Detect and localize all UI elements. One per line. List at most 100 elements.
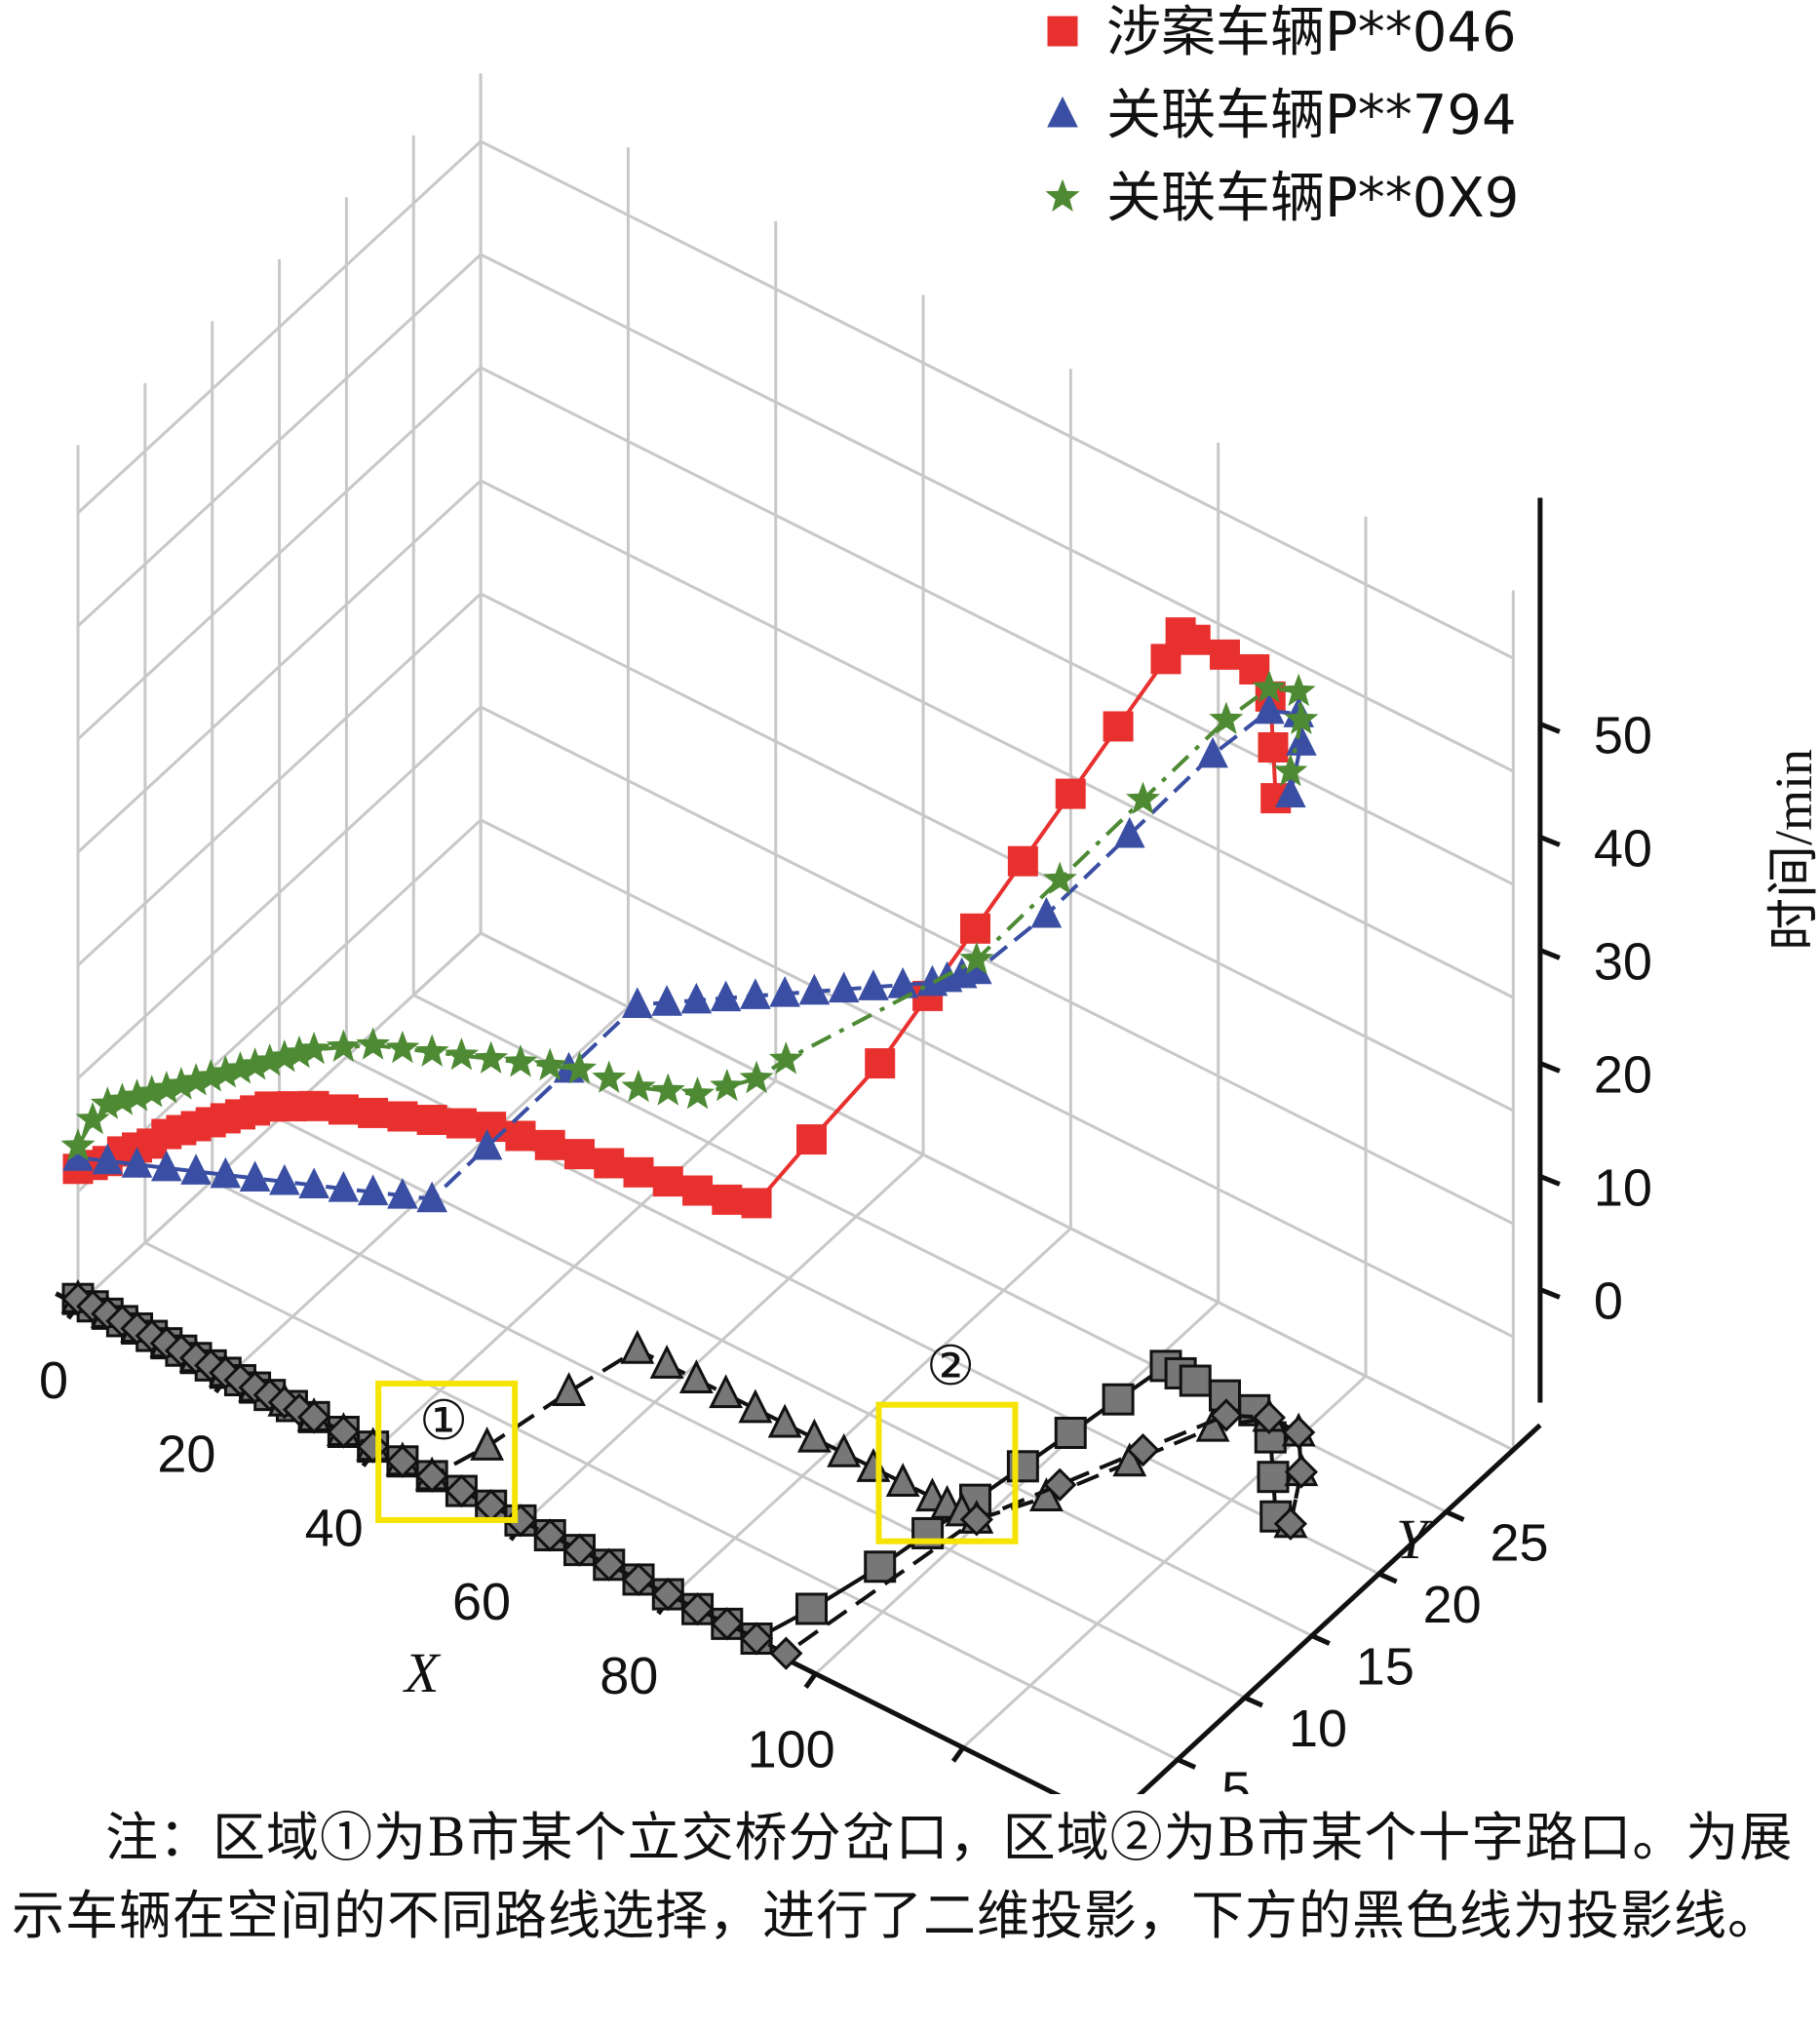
- series-marker: [796, 1124, 828, 1155]
- footnote: 注：区域①为B市某个立交桥分岔口，区域②为B市某个十字路口。为展示车辆在空间的不…: [12, 1807, 1794, 1946]
- z-tick-label: 10: [1594, 1158, 1652, 1217]
- projection-marker: [1179, 1364, 1212, 1397]
- series-marker: [298, 1167, 329, 1199]
- y-tick-label: 25: [1490, 1514, 1548, 1573]
- region-box: [375, 1380, 519, 1523]
- region-1-label: ①: [419, 1389, 468, 1453]
- z-axis-title: 时间/min: [1764, 749, 1820, 951]
- series-marker: [444, 1037, 479, 1071]
- legend-label: 涉案车辆P**046: [1106, 1, 1517, 64]
- projection-marker: [959, 1503, 993, 1537]
- y-tick: [1445, 1509, 1465, 1522]
- grid-line: [212, 1179, 1246, 1700]
- series-marker: [474, 1040, 509, 1074]
- projection-marker: [1252, 1400, 1287, 1434]
- x-tick: [803, 1672, 818, 1690]
- x-tick-label: 0: [39, 1351, 68, 1410]
- legend-marker: [1047, 96, 1078, 128]
- projection-lines: [60, 1278, 1319, 1670]
- z-tick-label: 30: [1594, 932, 1652, 991]
- series-marker: [1042, 861, 1077, 895]
- series-marker: [798, 973, 831, 1005]
- series-marker: [1180, 624, 1211, 655]
- grid-line: [480, 592, 1515, 1113]
- projection-marker: [1284, 1455, 1319, 1489]
- series-marker: [710, 1068, 745, 1102]
- series-line: [76, 685, 1303, 1148]
- x-tick: [950, 1745, 965, 1763]
- series-marker: [1252, 670, 1287, 703]
- series-marker: [680, 982, 713, 1014]
- grid-line: [480, 479, 1515, 999]
- grid-line: [76, 592, 483, 967]
- z-tick: [1538, 948, 1561, 960]
- projection-marker: [415, 1459, 449, 1494]
- series-marker: [858, 969, 889, 1000]
- y-tick: [1310, 1633, 1331, 1646]
- grid-line: [480, 366, 1515, 886]
- y-tick-label: 20: [1423, 1576, 1482, 1634]
- series-marker: [592, 1060, 627, 1093]
- series-lines: [60, 617, 1319, 1219]
- z-tick: [1538, 1061, 1561, 1074]
- series-marker: [416, 1105, 447, 1136]
- projection-marker: [1273, 1506, 1307, 1541]
- series-marker: [828, 971, 860, 1003]
- x-tick-label: 20: [157, 1426, 215, 1484]
- projection-marker: [739, 1622, 774, 1656]
- projection-marker: [1102, 1383, 1135, 1416]
- projection-marker: [592, 1547, 626, 1582]
- projection-marker: [651, 1577, 685, 1612]
- projection-marker: [562, 1533, 597, 1567]
- projection-marker: [1043, 1467, 1077, 1502]
- projection-marker: [767, 1403, 802, 1438]
- y-tick: [1377, 1571, 1398, 1584]
- grid-line: [480, 705, 1515, 1226]
- series-marker: [1030, 896, 1063, 928]
- projection-marker: [710, 1607, 744, 1641]
- series-marker: [328, 1170, 360, 1202]
- legend-marker: [1047, 16, 1078, 47]
- series-marker: [1210, 639, 1241, 670]
- projection-marker: [533, 1518, 567, 1552]
- series-marker: [92, 1143, 124, 1175]
- y-tick-label: 5: [1221, 1762, 1251, 1794]
- projection-marker: [552, 1372, 587, 1406]
- series-marker: [503, 1044, 538, 1077]
- projection-marker: [885, 1463, 920, 1498]
- series-marker: [356, 1027, 391, 1060]
- grid-line: [144, 1241, 1179, 1761]
- series-marker: [1239, 654, 1270, 685]
- y-tick: [1243, 1695, 1263, 1708]
- series-marker: [621, 1069, 656, 1103]
- series-marker: [1286, 724, 1317, 756]
- series-marker: [358, 1097, 389, 1128]
- series-marker: [180, 1153, 212, 1185]
- grid-line: [76, 705, 483, 1080]
- series-marker: [471, 1128, 503, 1160]
- series-marker: [1103, 711, 1134, 742]
- x-tick-label: 100: [748, 1721, 835, 1779]
- projection-marker: [296, 1400, 331, 1434]
- series-marker: [1273, 753, 1308, 787]
- series-marker: [594, 1148, 625, 1179]
- series-marker: [239, 1160, 271, 1192]
- z-tick: [1538, 1287, 1561, 1300]
- projection-marker: [620, 1329, 655, 1364]
- projection-marker: [1209, 1398, 1243, 1432]
- series-marker: [385, 1030, 420, 1064]
- z-tick: [1538, 835, 1561, 847]
- series-marker: [959, 913, 990, 944]
- region-2-label: ②: [926, 1335, 975, 1398]
- series-marker: [357, 1174, 389, 1206]
- series-marker: [650, 1073, 685, 1106]
- y-tick-label: 15: [1356, 1638, 1414, 1697]
- series-marker: [75, 1101, 110, 1135]
- projection-marker: [795, 1592, 829, 1625]
- x-tick-label: 40: [305, 1499, 364, 1557]
- projection-marker: [856, 1448, 891, 1482]
- z-tick-label: 50: [1594, 706, 1652, 764]
- legend-marker: [1045, 178, 1080, 212]
- z-tick-label: 0: [1594, 1271, 1623, 1330]
- series-marker: [710, 980, 742, 1012]
